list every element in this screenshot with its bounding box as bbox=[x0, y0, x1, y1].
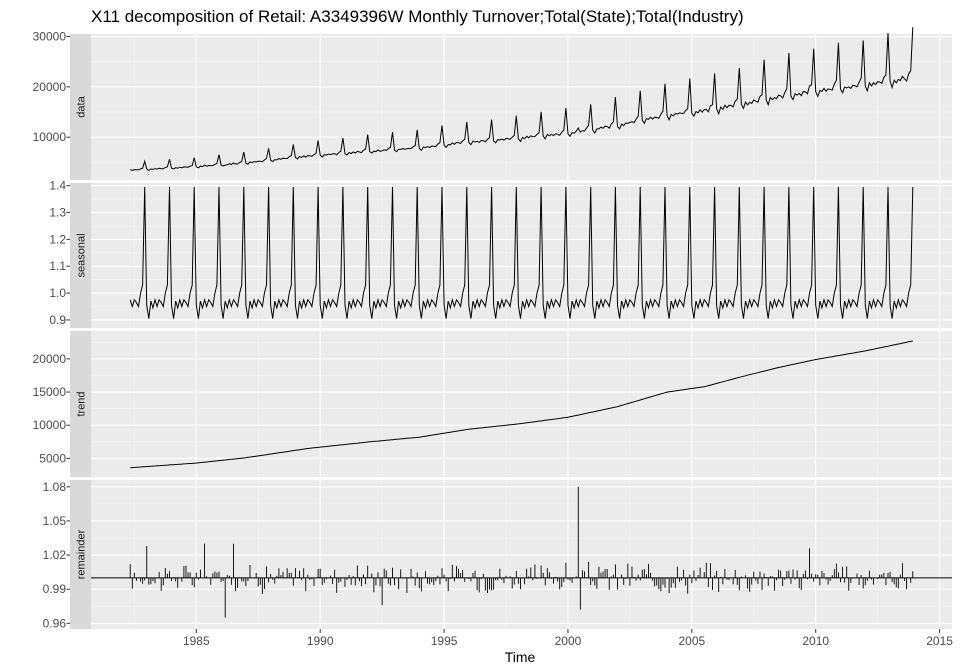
panel-background bbox=[91, 480, 952, 629]
strip-background bbox=[70, 331, 91, 477]
y-tick-label: 1.2 bbox=[49, 232, 66, 246]
seasonal-line bbox=[129, 186, 914, 319]
panel-trend: 5000 10000 15000 20000 trend bbox=[33, 331, 952, 477]
y-tick-label: 10000 bbox=[33, 130, 67, 144]
y-tick-label: 1.05 bbox=[43, 514, 67, 528]
y-tick-label: 15000 bbox=[33, 385, 67, 399]
x-tick-label: 2000 bbox=[555, 634, 582, 648]
panel-background bbox=[91, 331, 952, 477]
trend-line bbox=[130, 340, 913, 469]
y-tick-label: 1.08 bbox=[43, 480, 67, 494]
x-tick-label: 1985 bbox=[183, 634, 210, 648]
panel-remainder: 0.96 0.99 1.02 1.05 1.08 remainder bbox=[43, 480, 952, 630]
strip-label: trend bbox=[76, 391, 88, 416]
data-line bbox=[130, 27, 914, 172]
y-tick-label: 0.9 bbox=[49, 313, 66, 327]
y-tick-label: 20000 bbox=[33, 80, 67, 94]
x-axis: 1985 1990 1995 2000 2005 2010 2015 bbox=[183, 629, 953, 648]
x-tick-label: 1995 bbox=[431, 634, 458, 648]
y-tick-label: 30000 bbox=[33, 30, 67, 44]
strip-label: seasonal bbox=[76, 233, 88, 277]
y-tick-label: 1.1 bbox=[49, 259, 66, 273]
strip-background bbox=[70, 480, 91, 629]
y-tick-label: 20000 bbox=[33, 352, 67, 366]
strip-data: data bbox=[70, 34, 91, 180]
panel-background bbox=[91, 34, 952, 180]
y-tick-label: 1.3 bbox=[49, 206, 66, 220]
x-axis-label: Time bbox=[505, 649, 536, 665]
x-tick-label: 2010 bbox=[802, 634, 829, 648]
chart-title: X11 decomposition of Retail: A3349396W M… bbox=[91, 7, 744, 26]
x-tick-label: 2015 bbox=[926, 634, 953, 648]
strip-trend: trend bbox=[70, 331, 91, 477]
y-tick-label: 1.4 bbox=[49, 179, 66, 193]
panels: 10000 20000 30000 data 0.9 1.0 1.1 1.2 1.3 1.4 sea… bbox=[33, 27, 952, 630]
y-tick-label: 1.02 bbox=[43, 548, 67, 562]
panel-seasonal: 0.9 1.0 1.1 1.2 1.3 1.4 seasonal bbox=[49, 179, 952, 328]
strip-label: remainder bbox=[76, 529, 88, 579]
y-tick-label: 0.96 bbox=[43, 616, 67, 630]
panel-data: 10000 20000 30000 data bbox=[33, 27, 952, 180]
y-tick-label: 5000 bbox=[39, 451, 66, 465]
y-tick-label: 0.99 bbox=[43, 582, 67, 596]
y-tick-label: 1.0 bbox=[49, 286, 66, 300]
strip-background bbox=[70, 34, 91, 180]
y-tick-label: 10000 bbox=[33, 418, 67, 432]
strip-seasonal: seasonal bbox=[70, 183, 91, 328]
strip-label: data bbox=[76, 95, 88, 117]
strip-remainder: remainder bbox=[70, 480, 91, 629]
strip-background bbox=[70, 183, 91, 328]
x-tick-label: 1990 bbox=[307, 634, 334, 648]
panel-background bbox=[91, 183, 952, 328]
x-tick-label: 2005 bbox=[678, 634, 705, 648]
